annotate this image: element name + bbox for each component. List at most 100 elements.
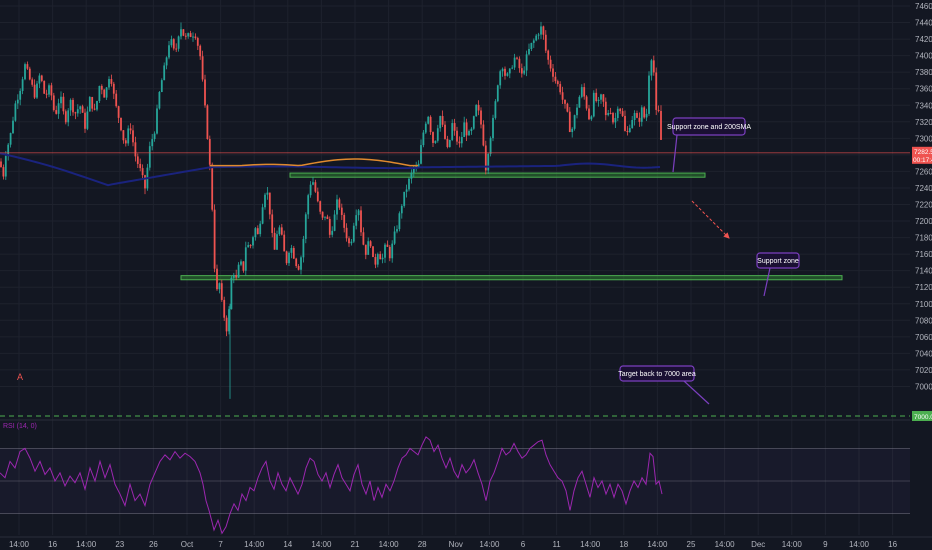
price-tick-label: 7440.0 — [915, 19, 932, 28]
candle-body — [542, 26, 545, 35]
candle-body — [535, 35, 538, 41]
date-tick-label: 14:00 — [379, 540, 400, 549]
candle-body — [468, 131, 470, 136]
candle-body — [16, 99, 19, 104]
candle-body — [472, 116, 475, 129]
candle-body — [381, 257, 384, 260]
candle-body — [108, 79, 110, 88]
annotations: Support zone and 200SMA Support zone Targe… — [17, 117, 800, 405]
price-axis: 7460.0 7440.0 7420.0 7400.0 7380.0 7360.0 7340… — [910, 0, 932, 550]
price-tick-label: 7220.0 — [915, 201, 932, 210]
candle-body — [2, 167, 5, 177]
candle-body — [420, 145, 422, 164]
candle-body — [475, 104, 478, 117]
candle-body — [36, 83, 38, 98]
price-tick-label: 7240.0 — [915, 184, 932, 193]
price-tick-label: 7360.0 — [915, 85, 932, 94]
candle-body — [136, 156, 139, 164]
candle-body — [124, 140, 127, 144]
candle-body — [117, 106, 120, 118]
candle-body — [367, 241, 370, 255]
candle-body — [619, 108, 622, 112]
candle-body — [264, 194, 266, 208]
candle-body — [302, 238, 305, 258]
candle-body — [211, 164, 214, 210]
candle-body — [12, 120, 14, 134]
candle-body — [636, 113, 638, 118]
date-tick-label: 28 — [418, 540, 427, 549]
candle-body — [501, 68, 504, 72]
callout-box-1 — [672, 117, 746, 136]
date-tick-label: 14:00 — [715, 540, 736, 549]
candle-body — [648, 75, 650, 114]
candle-body — [297, 266, 300, 270]
candle-body — [52, 95, 55, 111]
candle-body — [9, 133, 12, 145]
candle-body — [40, 75, 43, 81]
candle-body — [328, 219, 331, 235]
candle-body — [537, 34, 540, 36]
candle-body — [448, 139, 451, 147]
candle-body — [645, 113, 648, 118]
candle-body — [492, 117, 494, 139]
date-tick-label: 14:00 — [311, 540, 332, 549]
candle-body — [278, 227, 281, 235]
callout-pointer-2 — [763, 267, 771, 297]
moving-averages — [0, 152, 661, 187]
candle-body — [540, 26, 542, 35]
candle-body — [288, 252, 290, 264]
candle-body — [564, 99, 566, 104]
candle-body — [403, 191, 406, 206]
support-zones — [180, 172, 843, 281]
candle-body — [91, 96, 94, 109]
candle-body — [592, 92, 595, 117]
candle-body — [434, 140, 437, 143]
candle-body — [312, 182, 314, 185]
candle-body — [386, 244, 389, 247]
candle-body — [208, 138, 211, 165]
date-tick-label: 21 — [351, 540, 360, 549]
date-tick-label: 25 — [687, 540, 696, 549]
candle-body — [482, 124, 485, 146]
candle-body — [439, 116, 442, 129]
candle-body — [549, 59, 552, 69]
callout-pointer-1 — [672, 134, 678, 173]
candle-body — [96, 100, 98, 110]
date-tick-label: Nov — [449, 540, 463, 549]
candle-body — [391, 243, 394, 259]
candle-body — [112, 83, 115, 94]
candle-body — [568, 111, 571, 133]
date-tick-label: 14 — [283, 540, 292, 549]
candle-body — [374, 257, 377, 265]
candle-body — [43, 80, 46, 94]
candle-body — [175, 48, 178, 50]
candle-body — [88, 96, 91, 112]
candle-body — [650, 60, 653, 76]
date-tick-label: 14:00 — [782, 540, 803, 549]
candle-body — [484, 145, 487, 171]
candle-body — [163, 65, 166, 81]
candle-body — [235, 275, 238, 278]
candle-body — [134, 142, 137, 157]
candle-body — [463, 122, 466, 138]
candle-body — [98, 85, 101, 101]
candle-body — [86, 111, 89, 129]
candle-body — [69, 99, 72, 111]
candle-body — [614, 117, 617, 123]
price-tick-label: 7000.0 — [915, 382, 932, 391]
price-tick-label: 7420.0 — [915, 35, 932, 44]
date-tick-label: 9 — [823, 540, 828, 549]
candle-body — [333, 214, 336, 231]
candle-body — [151, 139, 154, 147]
candle-body — [218, 283, 221, 290]
candle-body — [33, 84, 36, 98]
grid-lines — [0, 0, 910, 535]
rsi-band — [0, 448, 910, 514]
candle-body — [177, 36, 180, 49]
candle-body — [600, 94, 602, 100]
candle-body — [225, 317, 228, 332]
candle-body — [451, 123, 454, 140]
candle-body — [4, 156, 7, 177]
